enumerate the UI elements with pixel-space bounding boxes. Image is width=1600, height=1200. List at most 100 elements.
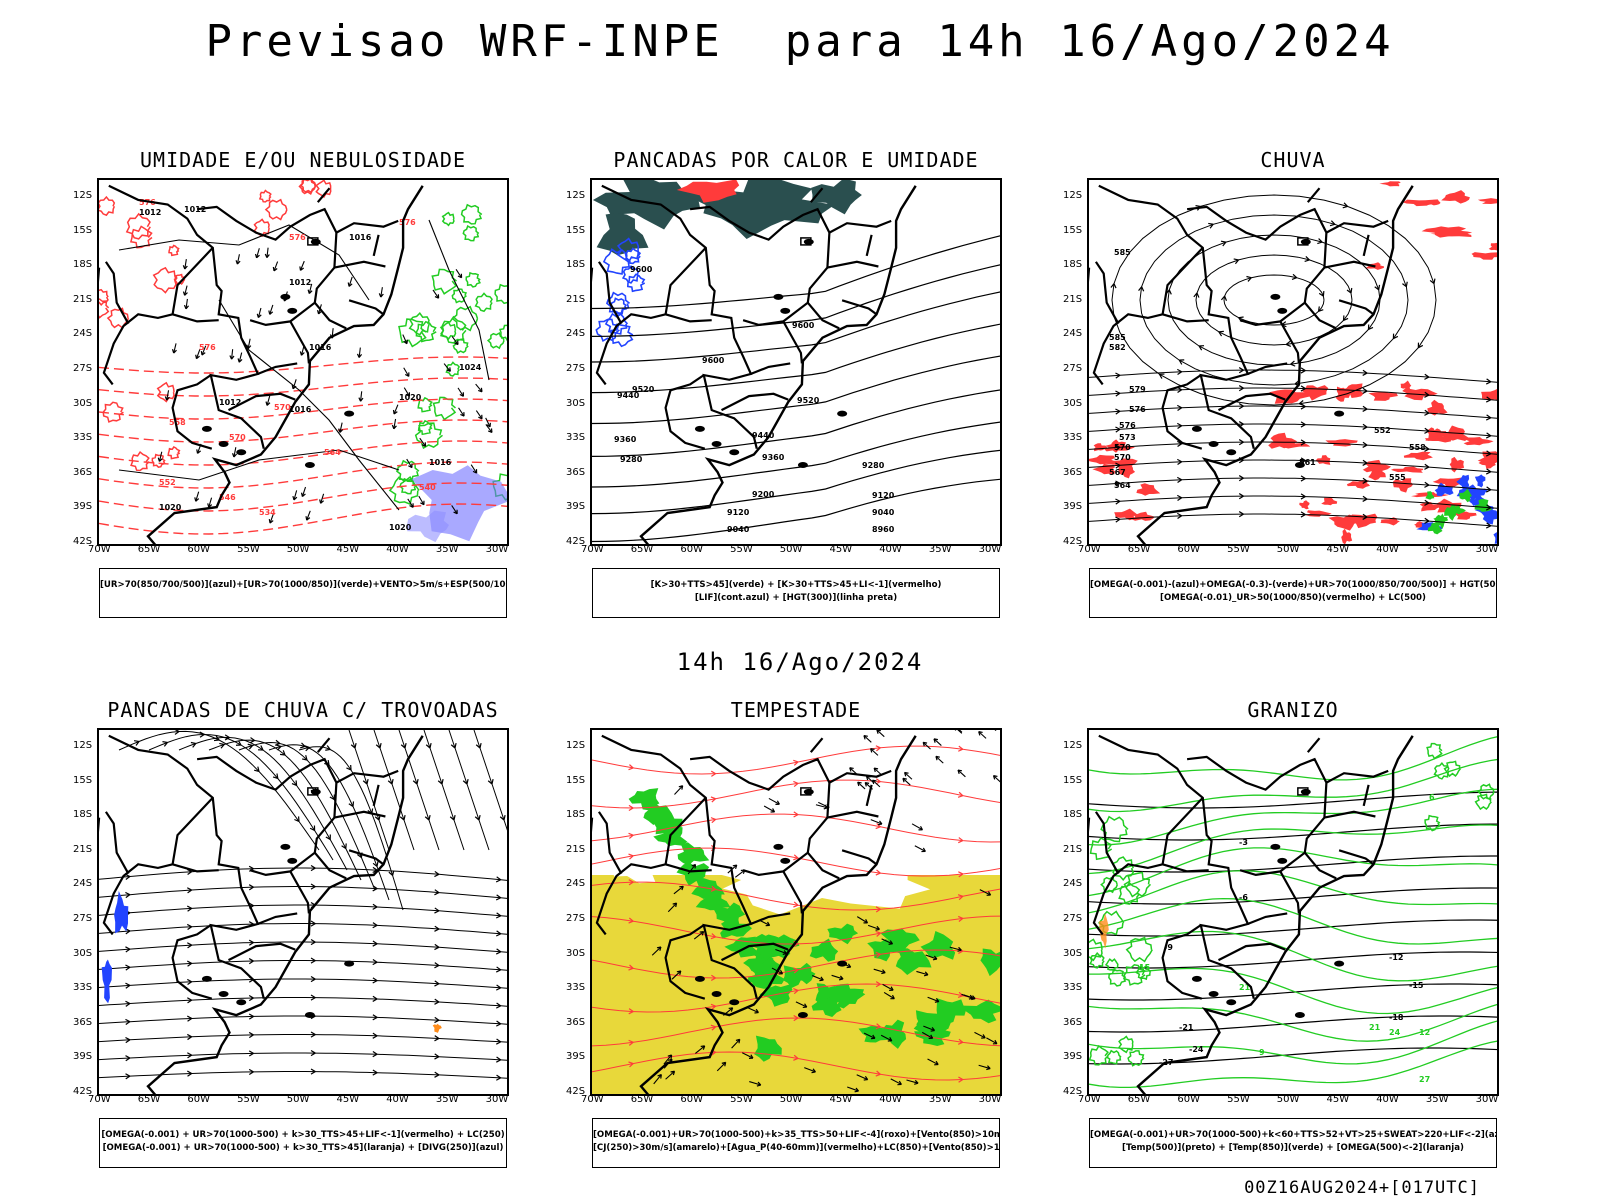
latitude-tick-label: 24S — [566, 878, 586, 890]
flow-arrowhead — [1290, 360, 1296, 367]
wind-vector — [911, 823, 923, 831]
geopotential-height-line — [592, 235, 1000, 310]
temp-500-isotherm — [1089, 1047, 1497, 1065]
flow-arrowhead — [958, 871, 964, 878]
state-border — [102, 313, 173, 386]
streamline — [1111, 194, 1437, 406]
temp-850-isotherm — [1089, 788, 1497, 846]
longitude-tick-label: 70W — [88, 1094, 111, 1105]
flow-arrowhead — [1300, 493, 1306, 500]
temp-850-isotherm — [1089, 938, 1103, 962]
wind-vector — [693, 931, 704, 940]
flow-arrowhead — [1424, 445, 1430, 452]
wind-vector-head — [404, 372, 410, 377]
longitude-tick-label: 65W — [137, 1094, 161, 1105]
wind-vector — [403, 367, 410, 377]
wind-vector-head — [487, 428, 493, 433]
longitude-tick-label: 30W — [1475, 544, 1499, 555]
wind-vector — [831, 974, 844, 980]
flow-arrowhead — [1424, 481, 1430, 488]
wind-vector — [451, 505, 458, 515]
flow-arrowhead — [350, 742, 357, 749]
strong-wind-shade-green — [676, 863, 710, 886]
contour-label: -15 — [1409, 981, 1424, 990]
lake-marker — [201, 975, 212, 982]
latitude-tick-label: 36S — [566, 1016, 586, 1028]
flow-arrowhead — [1300, 403, 1306, 410]
lifted-index-contour-blue — [626, 273, 646, 293]
latitude-tick-label: 36S — [566, 466, 586, 478]
wind-vector-head — [656, 946, 662, 951]
flow-arrowhead — [495, 894, 502, 901]
contour-label: 9120 — [872, 491, 895, 500]
wind-vector — [485, 417, 491, 428]
state-border — [828, 219, 892, 234]
wind-vector — [665, 1070, 675, 1080]
flow-arrowhead — [1220, 240, 1227, 247]
state-border — [104, 811, 130, 875]
latitude-tick-label: 42S — [1063, 536, 1083, 547]
contour-label: 9360 — [762, 453, 785, 462]
panel-title-granizo: GRANIZO — [1247, 698, 1339, 722]
flow-arrowhead — [125, 1000, 131, 1007]
flow-arrowhead — [1485, 432, 1492, 439]
flow-arrowhead — [186, 942, 193, 949]
wind-vector — [308, 283, 313, 294]
flow-arrowhead — [235, 740, 242, 746]
state-border — [1362, 784, 1370, 807]
wind-vector — [432, 289, 440, 299]
panel-title-trovoadas: PANCADAS DE CHUVA C/ TROVOADAS — [107, 698, 499, 722]
lake-marker — [780, 307, 791, 314]
state-border — [348, 849, 385, 866]
state-border — [1303, 851, 1337, 880]
thickness-contour-red-small — [253, 218, 270, 238]
flow-arrowhead — [254, 766, 260, 773]
flow-arrowhead — [434, 1035, 440, 1042]
wind-vector-head — [876, 730, 881, 734]
streamline — [1089, 369, 1497, 383]
longitude-tick-label: 60W — [187, 1094, 211, 1105]
rain-shade-red — [1427, 399, 1448, 416]
temp-850-isotherm — [1089, 870, 1497, 914]
wind-vector — [673, 885, 684, 895]
rain-shade-green — [1425, 491, 1435, 500]
temp-850-isotherm — [1089, 930, 1497, 982]
wind-vector-head — [748, 1054, 754, 1060]
latitude-tick-label: 39S — [566, 501, 586, 513]
state-border — [316, 737, 331, 753]
legend-line: [K>30+TTS>45](verde) + [K>30+TTS>45+LI<-… — [650, 580, 942, 590]
latitude-tick-label: 24S — [73, 878, 93, 890]
wind-vector-head — [229, 355, 235, 360]
contour-label: 546 — [219, 493, 236, 502]
flow-arrowhead — [710, 770, 716, 777]
flow-arrowhead — [310, 1068, 316, 1075]
state-border — [595, 863, 666, 936]
rain-shade-green — [1433, 514, 1449, 522]
longitude-tick-label: 30W — [978, 1094, 1002, 1105]
flow-arrowhead — [875, 1023, 881, 1030]
wind-vector-head — [182, 291, 188, 296]
latitude-tick-label: 18S — [73, 809, 93, 821]
flow-arrowhead — [187, 997, 193, 1004]
state-border — [1325, 219, 1389, 234]
longitude-tick-label: 35W — [1425, 1094, 1449, 1105]
flow-arrowhead — [434, 925, 440, 932]
humidity-contour-green — [462, 225, 480, 242]
flow-arrowhead — [276, 744, 282, 751]
wind-vector-head — [265, 401, 271, 406]
wind-vector — [921, 1031, 933, 1039]
wind-vector — [443, 363, 451, 372]
contour-label: 8960 — [872, 525, 895, 534]
flow-arrowhead — [1424, 463, 1430, 470]
streamline — [1089, 513, 1497, 527]
latitude-tick-label: 27S — [73, 363, 93, 374]
flow-arrowhead — [1300, 475, 1306, 482]
rain-shade-blue — [1470, 488, 1488, 497]
flow-arrowhead — [1238, 403, 1244, 410]
wind-vector — [393, 418, 397, 429]
state-border — [1279, 870, 1300, 914]
wind-vector — [667, 902, 677, 913]
streamline — [398, 730, 440, 851]
wind-vector — [195, 349, 201, 359]
lake-marker — [1334, 960, 1345, 967]
